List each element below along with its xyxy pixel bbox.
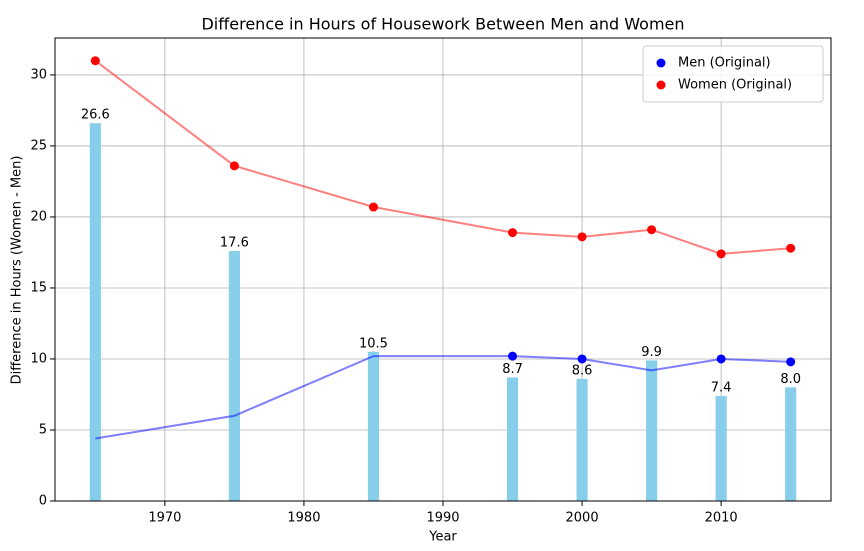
plot-frame bbox=[54, 37, 832, 502]
x-tick-label: 1990 bbox=[426, 511, 459, 526]
bar-label: 8.7 bbox=[502, 362, 523, 377]
bar bbox=[646, 360, 658, 501]
y-axis-label: Difference in Hours (Women - Men) bbox=[10, 156, 25, 385]
legend-label: Women (Original) bbox=[678, 78, 792, 93]
legend-box bbox=[642, 45, 824, 103]
legend-marker bbox=[656, 58, 666, 68]
bar-label: 7.4 bbox=[711, 380, 732, 395]
bar-label: 8.6 bbox=[572, 363, 593, 378]
y-tick-label: 30 bbox=[30, 67, 47, 82]
x-tick-label: 2010 bbox=[705, 511, 738, 526]
line bbox=[95, 355, 791, 440]
bar-label: 10.5 bbox=[359, 336, 388, 351]
line bbox=[94, 59, 791, 255]
legend: Men (Original) Women (Original) bbox=[642, 45, 824, 103]
x-tick-label: 2000 bbox=[566, 511, 599, 526]
x-axis-label: Year bbox=[428, 530, 457, 545]
bar bbox=[89, 123, 101, 501]
legend-marker bbox=[656, 80, 666, 90]
bar bbox=[785, 387, 797, 501]
bar-label: 9.9 bbox=[641, 345, 662, 360]
x-tick-label: 1980 bbox=[287, 511, 320, 526]
bar bbox=[576, 378, 588, 501]
y-tick-label: 5 bbox=[39, 422, 47, 437]
bar-label: 17.6 bbox=[220, 236, 249, 251]
bar-label: 26.6 bbox=[81, 108, 110, 123]
legend-label: Men (Original) bbox=[678, 56, 771, 71]
bar bbox=[367, 351, 380, 501]
bar-label: 8.0 bbox=[780, 372, 801, 387]
bar bbox=[228, 251, 240, 501]
y-tick-label: 0 bbox=[39, 494, 47, 509]
bar bbox=[715, 395, 727, 501]
y-tick-label: 10 bbox=[30, 351, 47, 366]
chart-title: Difference in Hours of Housework Between… bbox=[201, 15, 684, 34]
x-tick-label: 1970 bbox=[148, 511, 181, 526]
y-tick-label: 15 bbox=[30, 280, 47, 295]
y-tick-label: 20 bbox=[30, 209, 47, 224]
bar bbox=[506, 377, 519, 501]
y-tick-label: 25 bbox=[30, 138, 47, 153]
